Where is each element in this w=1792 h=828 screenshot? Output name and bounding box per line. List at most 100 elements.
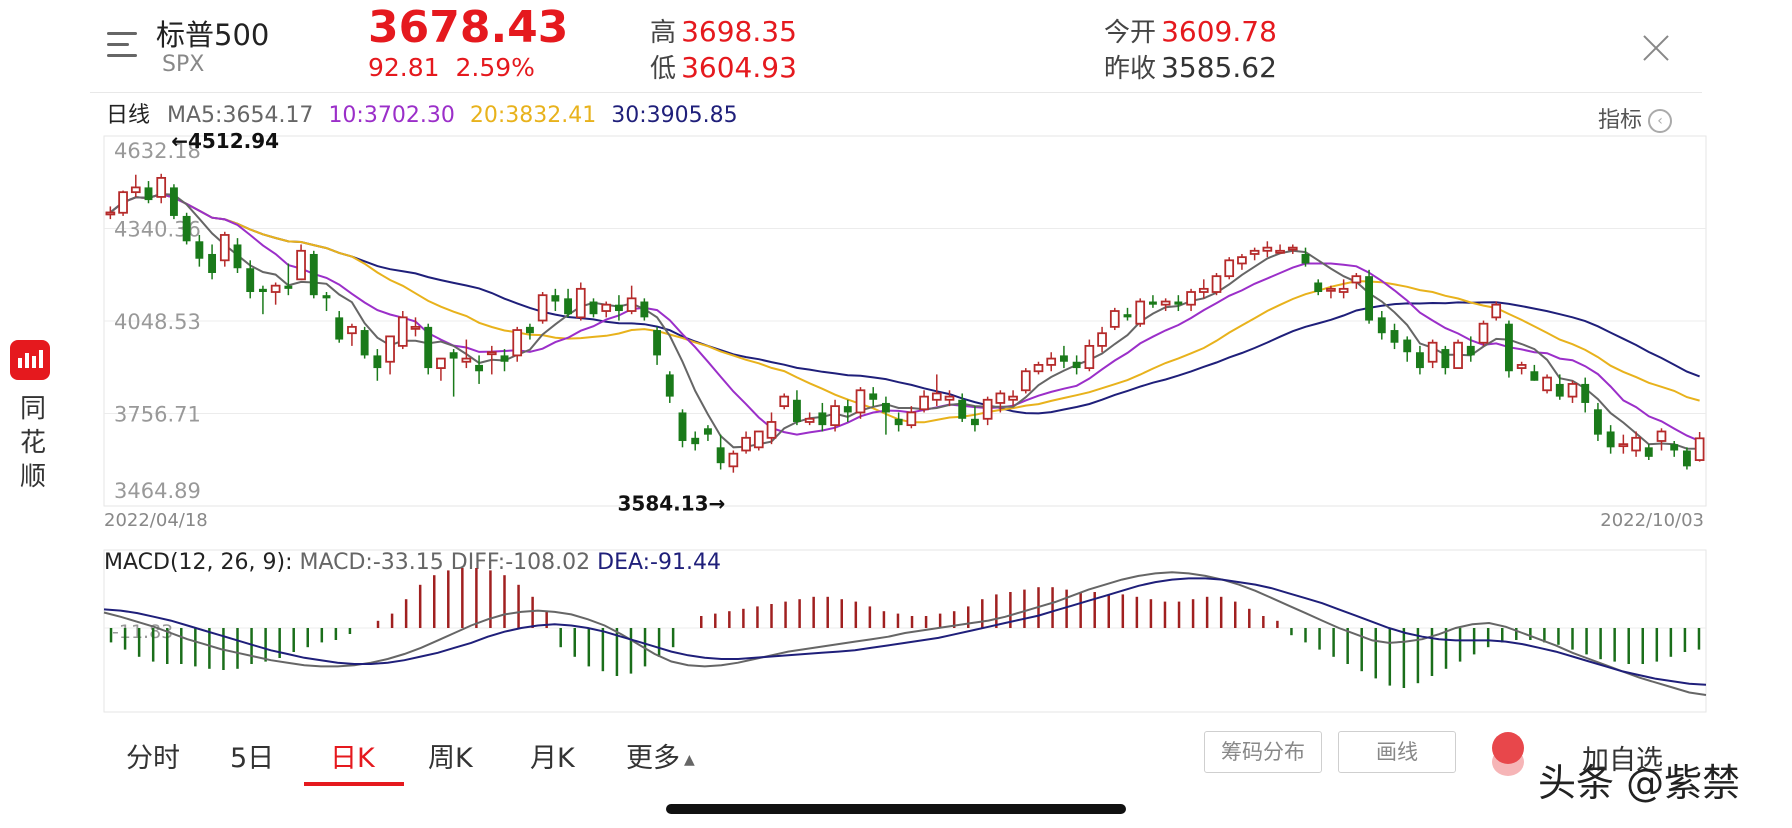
candle-body-down [564, 298, 573, 315]
candle-body-up [1084, 344, 1095, 369]
candle-body-down [678, 412, 687, 441]
candle-body-up [130, 186, 141, 194]
candle-body-up [944, 395, 955, 401]
open-value: 3609.78 [1161, 15, 1277, 48]
candle-body-down [551, 295, 560, 302]
candle-body-up [1427, 341, 1438, 363]
macd-value: MACD:-33.15 [299, 550, 444, 575]
header-divider [90, 92, 1702, 93]
candle-body-down [169, 187, 178, 216]
candle-body-down [1644, 447, 1653, 457]
candle-body-up [995, 392, 1006, 404]
y-tick-label: 4048.53 [114, 310, 201, 334]
candle-body-up [575, 287, 586, 319]
candle-body-up [1211, 275, 1222, 293]
candle-body-up [385, 335, 395, 363]
ma5-value: MA5:3654.17 [167, 103, 314, 128]
tab-5day[interactable]: 5日 [230, 743, 275, 774]
candle-body-up [779, 395, 790, 408]
candle-body-up [601, 303, 612, 312]
candle-body-down [1581, 383, 1590, 403]
candle-body-up [156, 176, 167, 198]
candle-body-down [1670, 444, 1679, 451]
candle-body-up [1198, 287, 1209, 293]
open-label: 今开 [1104, 18, 1157, 48]
candle-body-down [1530, 371, 1539, 381]
home-indicator[interactable] [666, 804, 1126, 814]
candle-body-down [1441, 349, 1450, 369]
candle-body-up [486, 351, 497, 356]
candle-body-up [766, 421, 777, 439]
candle-body-up [105, 211, 116, 216]
notification-dot [1492, 732, 1524, 764]
x-start-label: 2022/04/18 [104, 510, 208, 531]
candle-body-up [1160, 300, 1171, 306]
max-price-annotation: ←4512.94 [171, 129, 279, 153]
candle-body-up [1287, 246, 1298, 251]
chevron-left-icon: ‹ [1648, 109, 1673, 133]
app-brand-text: 同花顺 [19, 394, 46, 492]
candle-body-up [1618, 443, 1629, 448]
candle-body-up [461, 357, 472, 363]
tab-monthly-k[interactable]: 月K [530, 743, 575, 774]
candle-body-down [1365, 276, 1374, 321]
candle-body-up [1694, 437, 1705, 461]
candle-body-up [1631, 436, 1641, 452]
candle-body-down [640, 301, 649, 318]
candle-body-down [475, 364, 484, 372]
tab-daily-k[interactable]: 日K [330, 743, 375, 774]
indicator-label: 指标 [1598, 108, 1643, 133]
candle-body-down [182, 215, 191, 242]
candle-body-down [1148, 301, 1157, 305]
candle-body-down [284, 285, 293, 289]
candle-body-up [1262, 246, 1273, 252]
tab-intraday[interactable]: 分时 [126, 743, 180, 774]
candle-body-down [1072, 361, 1081, 369]
candle-body-up [436, 357, 446, 369]
ma30-line [109, 192, 1700, 415]
candle-body-up [1275, 249, 1285, 254]
high-value: 3698.35 [681, 15, 797, 48]
tab-weekly-k[interactable]: 周K [428, 743, 473, 774]
tab-more[interactable]: 更多 ▲ [626, 736, 695, 775]
candle-body-down [258, 288, 267, 293]
low-value: 3604.93 [681, 51, 797, 84]
candle-body-up [537, 294, 548, 322]
candle-body-down [589, 301, 598, 315]
x-end-label: 2022/10/03 [1600, 510, 1704, 531]
candle-body-up [270, 284, 281, 293]
candle-body-down [1123, 314, 1132, 318]
candle-body-up [1097, 332, 1107, 347]
macd-chart[interactable]: -11.83 [0, 540, 1792, 720]
add-watchlist-button[interactable]: 加自选 [1582, 745, 1663, 776]
app-logo-icon[interactable] [10, 340, 50, 380]
candle-body-down [1466, 345, 1475, 356]
candle-body-down [1606, 431, 1615, 448]
prev-close-label: 昨收 [1104, 54, 1157, 84]
candle-body-down [703, 428, 712, 435]
price-change: 92.81 2.59% [368, 53, 535, 82]
tab-more-label: 更多 [626, 743, 680, 774]
candle-body-down [881, 402, 890, 413]
candle-body-up [296, 249, 306, 281]
active-tab-indicator [304, 782, 404, 786]
candle-body-up [931, 392, 942, 401]
candlestick-chart[interactable]: 4632.184340.364048.533756.713464.892022/… [0, 0, 1792, 540]
menu-icon[interactable] [107, 30, 141, 60]
chip-distribution-button[interactable]: 筹码分布 [1204, 731, 1322, 773]
candle-body-down [360, 330, 369, 356]
candle-body-down [195, 241, 204, 259]
candle-body-down [970, 418, 979, 426]
indicator-button[interactable]: 指标 ‹ [1598, 102, 1673, 134]
macd-legend: MACD(12, 26, 9): MACD:-33.15 DIFF:-108.0… [104, 550, 721, 575]
candle-body-up [1020, 370, 1031, 392]
candle-body-up [1478, 322, 1489, 344]
ma20-value: 20:3832.41 [469, 103, 597, 128]
candle-body-down [894, 418, 903, 426]
candle-body-down [792, 399, 801, 422]
candle-body-up [1008, 395, 1018, 401]
candle-body-up [741, 436, 751, 452]
candle-body-down [373, 355, 382, 369]
candle-body-up [1224, 259, 1235, 278]
draw-line-button[interactable]: 画线 [1338, 731, 1456, 773]
